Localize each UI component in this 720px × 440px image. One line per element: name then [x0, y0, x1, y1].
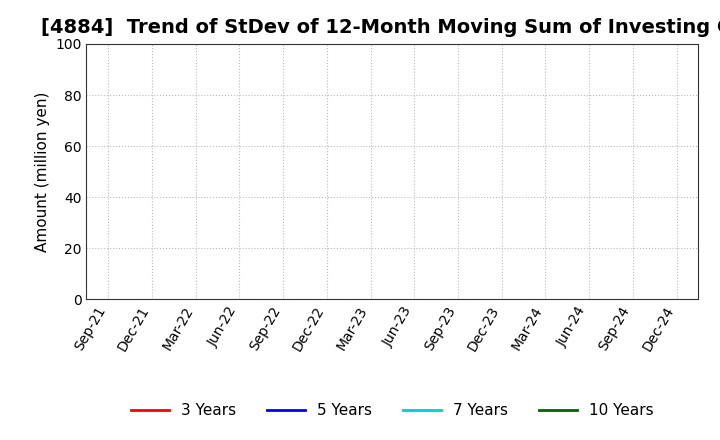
Y-axis label: Amount (million yen): Amount (million yen)	[35, 92, 50, 252]
Title: [4884]  Trend of StDev of 12-Month Moving Sum of Investing CF: [4884] Trend of StDev of 12-Month Moving…	[40, 18, 720, 37]
Legend: 3 Years, 5 Years, 7 Years, 10 Years: 3 Years, 5 Years, 7 Years, 10 Years	[125, 397, 660, 424]
